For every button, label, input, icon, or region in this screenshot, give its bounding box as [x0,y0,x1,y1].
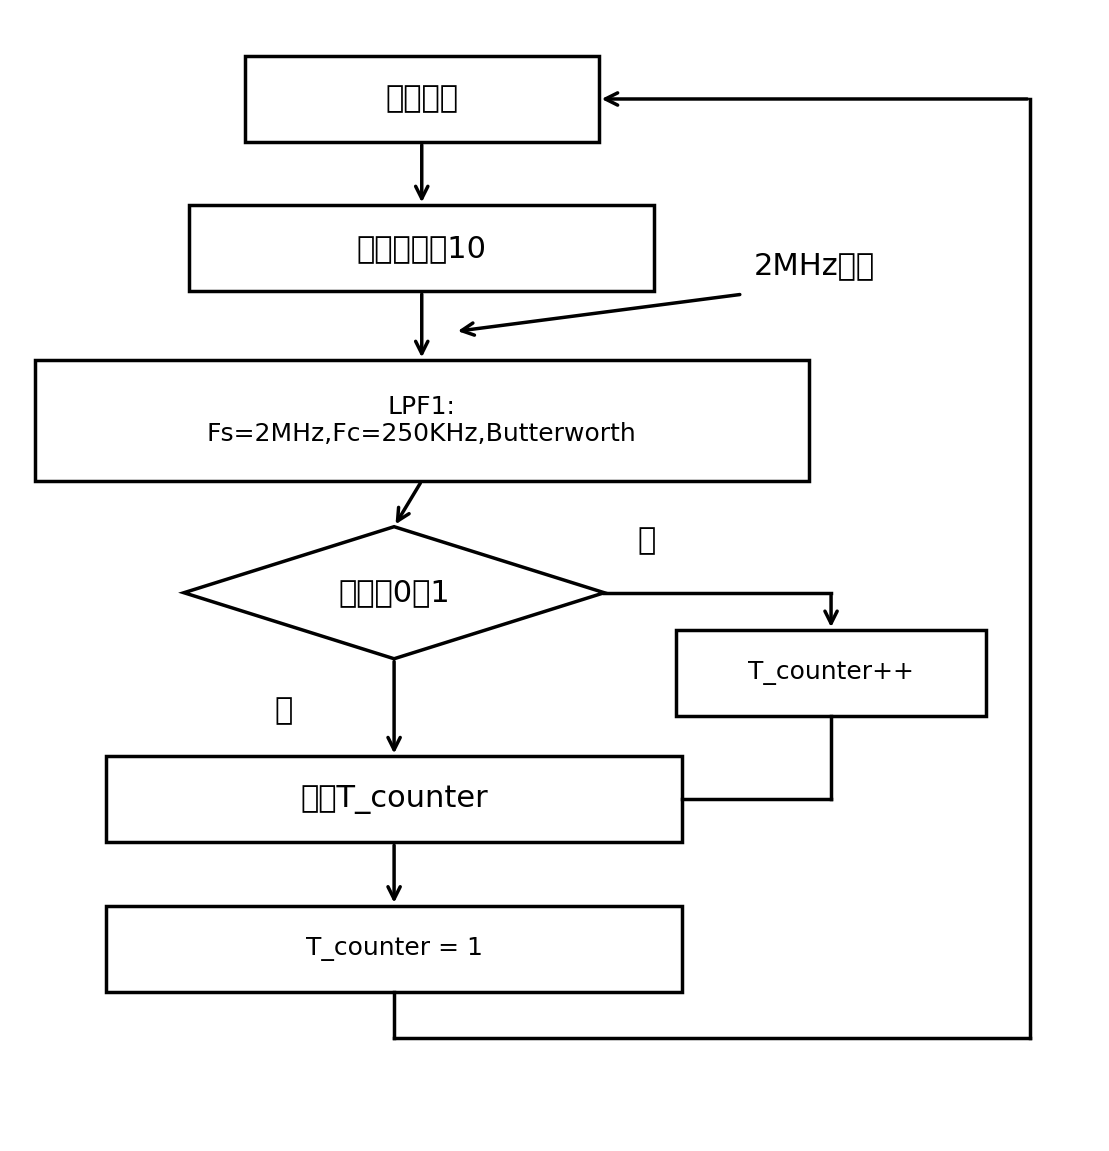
Text: 输出T_counter: 输出T_counter [301,785,488,814]
FancyBboxPatch shape [676,630,986,716]
Text: 2MHz时钟: 2MHz时钟 [754,251,875,280]
FancyBboxPatch shape [245,56,599,142]
Text: 信号输入: 信号输入 [385,84,458,114]
Polygon shape [184,527,604,658]
FancyBboxPatch shape [190,205,654,291]
Text: 比较器输出10: 比较器输出10 [357,234,487,262]
Text: 数据由0变1: 数据由0变1 [338,578,450,608]
Text: T_counter++: T_counter++ [749,661,914,685]
Text: T_counter = 1: T_counter = 1 [306,937,482,961]
Text: LPF1:
Fs=2MHz,Fc=250KHz,Butterworth: LPF1: Fs=2MHz,Fc=250KHz,Butterworth [207,395,637,447]
Text: 否: 否 [638,526,655,556]
FancyBboxPatch shape [106,756,682,843]
FancyBboxPatch shape [34,360,808,481]
Text: 是: 是 [274,696,293,725]
FancyBboxPatch shape [106,906,682,992]
